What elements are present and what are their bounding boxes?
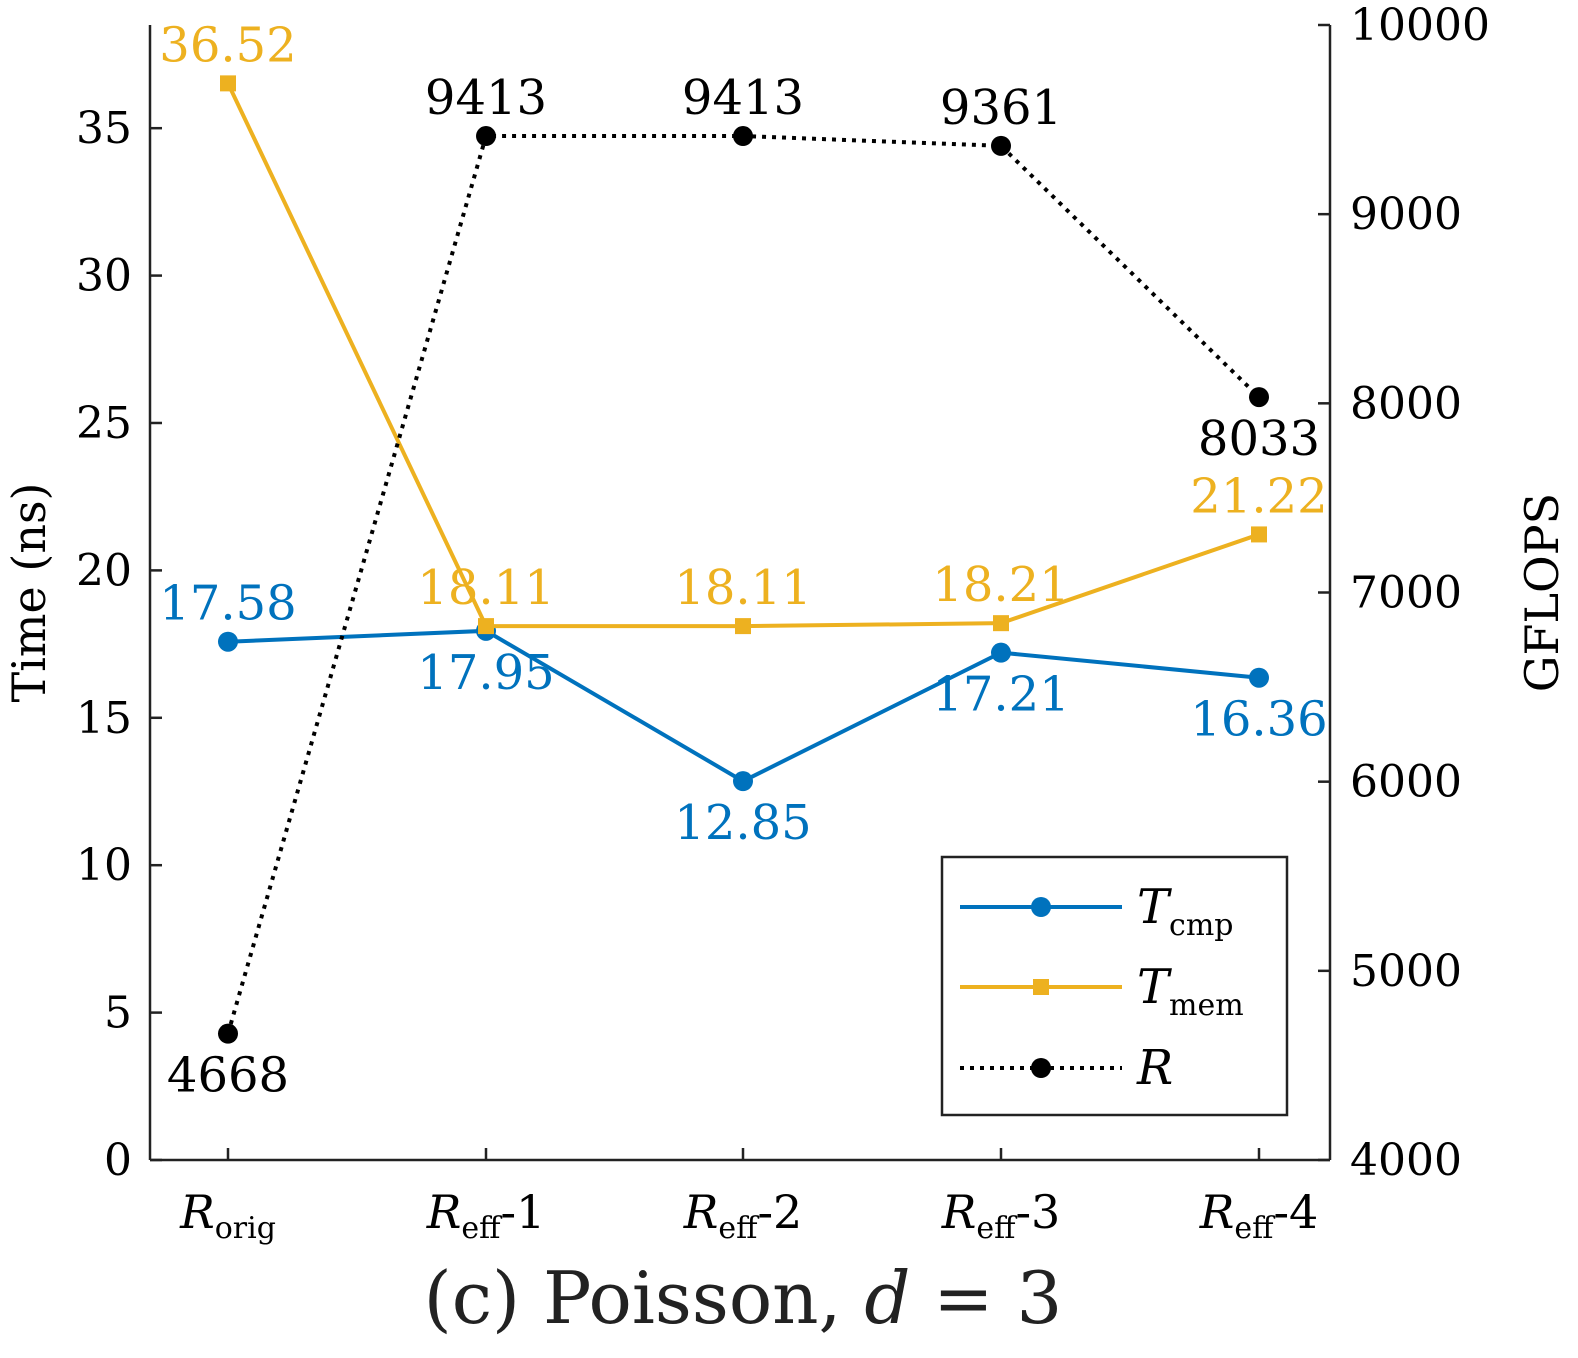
y-left-tick-label: 25 (76, 398, 132, 449)
y-right-tick-label: 10000 (1350, 0, 1490, 51)
y-right-tick-label: 4000 (1350, 1135, 1462, 1186)
y-axis-right-label: GFLOPS (1515, 493, 1569, 692)
y-right-tick-label: 8000 (1350, 378, 1462, 429)
data-point-t_cmp (218, 631, 238, 652)
data-point-t_cmp (733, 771, 753, 792)
series-line-t_mem (226, 82, 1260, 629)
data-point-r (218, 1023, 238, 1044)
y-left-tick-label: 15 (76, 693, 132, 744)
legend: Tcmp Tmem R (940, 855, 1289, 1117)
y-left-tick-label: 35 (76, 103, 132, 154)
chart-title: (c) Poisson, d = 3 (424, 1256, 1063, 1340)
data-label-t_cmp: 12.85 (674, 795, 811, 851)
data-label-r: 9413 (425, 70, 547, 126)
legend-label: R (1136, 1040, 1173, 1096)
y-left-tick-label: 20 (76, 545, 132, 596)
data-label-r: 9361 (940, 80, 1062, 136)
data-label-r: 9413 (682, 70, 804, 126)
y-right-tick-label: 6000 (1350, 757, 1462, 808)
data-label-r: 8033 (1198, 411, 1320, 467)
y-left-tick-label: 30 (76, 251, 132, 302)
data-label-t_mem: 18.11 (417, 560, 554, 616)
data-label-t_cmp: 17.58 (159, 576, 296, 632)
data-label-t_cmp: 17.21 (932, 667, 1069, 723)
data-point-t_cmp (991, 642, 1011, 663)
y-right-tick-label: 9000 (1350, 189, 1462, 240)
titles: Time (ns) GFLOPS (c) Poisson, d = 3 (2, 483, 1569, 1340)
y-left-tick-label: 10 (76, 840, 132, 891)
data-label-r: 4668 (167, 1048, 289, 1104)
y-axis-left-label: Time (ns) (2, 483, 56, 703)
data-point-r (991, 135, 1011, 156)
data-point-t_mem (220, 75, 236, 92)
data-point-r (733, 126, 753, 147)
legend-label: Tmem (1137, 959, 1244, 1023)
y-left-tick-label: 0 (104, 1135, 132, 1186)
legend-marker (1033, 979, 1049, 995)
x-tick-label: Reff-2 (683, 1185, 803, 1246)
data-label-t_cmp: 16.36 (1190, 692, 1327, 748)
data-point-t_mem (478, 618, 494, 635)
x-tick-label: Reff-1 (426, 1185, 546, 1246)
y-right-tick-label: 7000 (1350, 568, 1462, 619)
series-line-t_cmp (227, 628, 1260, 784)
axes: 0 5 10 15 20 25 30 35 4000 5000 6000 7000 8000 9000 10… (76, 0, 1490, 1246)
legend-marker (1031, 1058, 1051, 1078)
x-tick-label: Reff-3 (941, 1185, 1061, 1246)
legend-marker (1031, 897, 1051, 917)
data-point-r (1249, 387, 1269, 408)
x-tick-label: Rorig (179, 1185, 276, 1246)
y-left-tick-label: 5 (104, 988, 132, 1039)
data-labels: 17.58 17.95 12.85 17.21 16.36 36.52 18.11 18.11… (159, 17, 1327, 1103)
data-label-t_mem: 18.21 (932, 557, 1069, 613)
y-right-tick-label: 5000 (1350, 946, 1462, 997)
data-label-t_mem: 36.52 (159, 17, 296, 73)
x-tick-label: Reff-4 (1199, 1185, 1319, 1246)
data-label-t_mem: 21.22 (1190, 468, 1327, 524)
data-point-t_mem (735, 618, 751, 635)
data-label-t_cmp: 17.95 (417, 645, 554, 701)
data-point-r (476, 126, 496, 147)
data-point-t_mem (993, 615, 1009, 632)
data-point-t_cmp (1249, 667, 1269, 688)
series-layer (218, 75, 1269, 1044)
legend-label: Tcmp (1137, 879, 1233, 943)
data-label-t_mem: 18.11 (674, 560, 811, 616)
data-point-t_mem (1251, 526, 1267, 543)
